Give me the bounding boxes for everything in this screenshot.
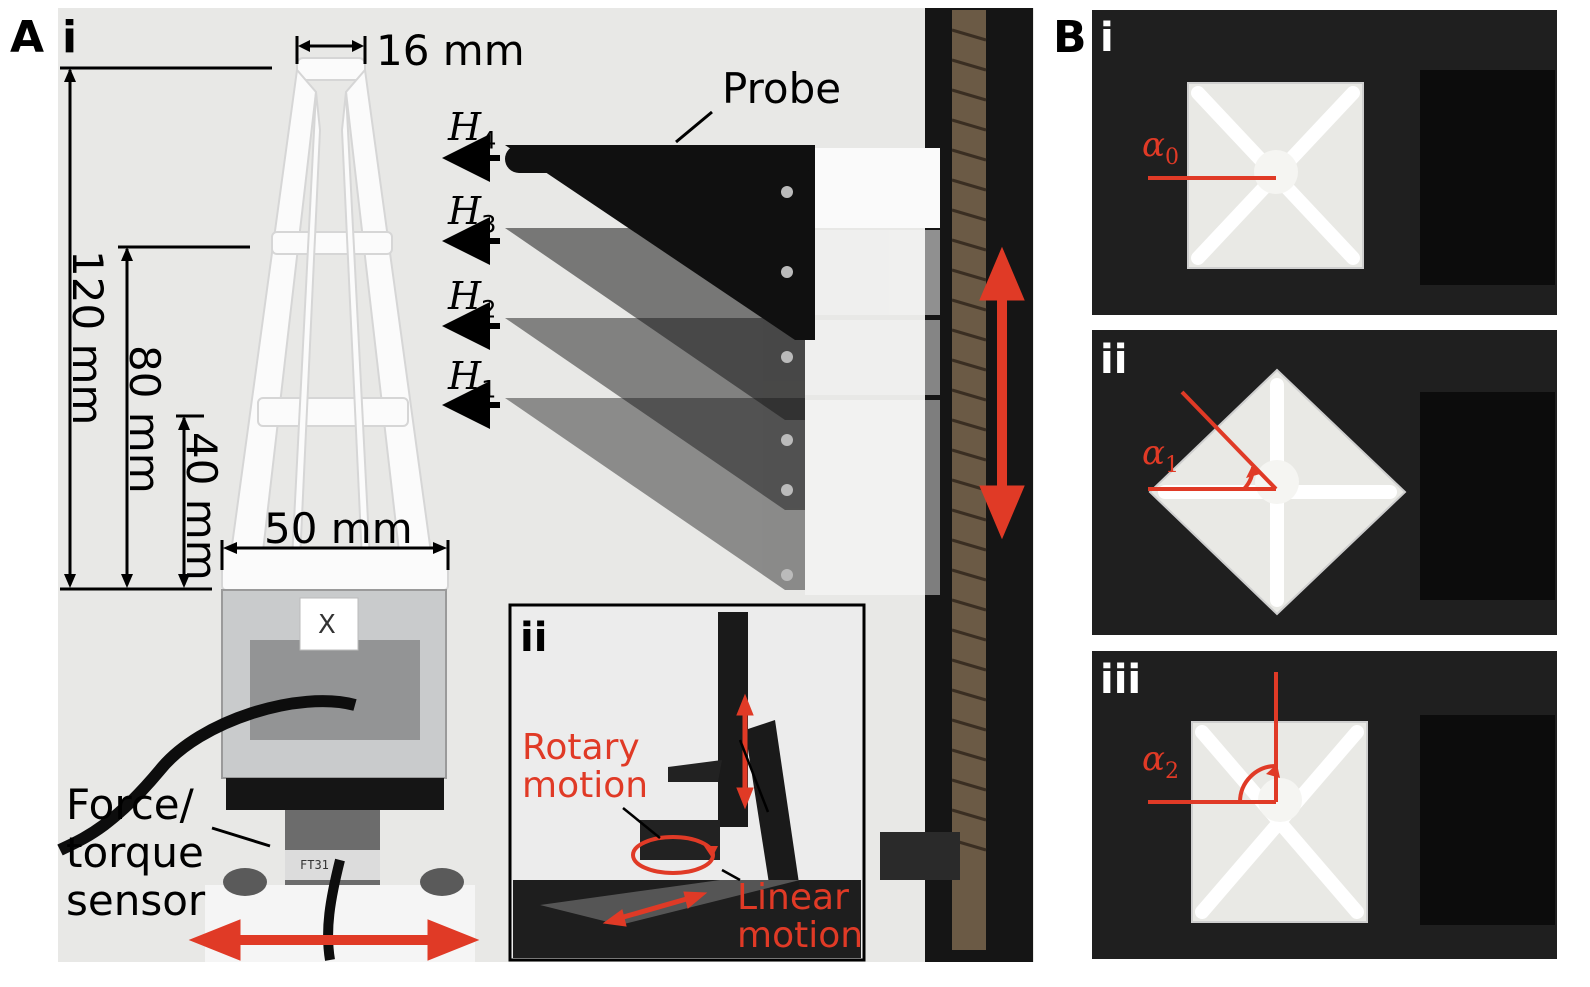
- h4-label: H4: [448, 105, 497, 155]
- inset-linear-label-1: Linear: [737, 877, 849, 918]
- sensor-label-2: torque: [66, 828, 204, 877]
- alpha1-label: α1: [1142, 433, 1179, 478]
- inset-ii-label: ii: [520, 615, 548, 661]
- dim-120mm: 120 mm: [63, 250, 112, 426]
- alpha0-label: α0: [1142, 125, 1179, 170]
- probe-h4: [505, 145, 940, 581]
- panel-b-ii-label: ii: [1100, 337, 1128, 383]
- dim-50mm: 50 mm: [264, 504, 413, 553]
- alpha2-label: α2: [1142, 739, 1179, 784]
- inset-rotary-label-1: Rotary: [522, 727, 640, 768]
- dim-80mm: 80 mm: [120, 345, 169, 494]
- panel-b-iii-label: iii: [1100, 657, 1142, 703]
- linear-stage-rail: [880, 8, 1033, 962]
- panel-b-label: B: [1053, 12, 1087, 63]
- panel-a-sub-i: i: [62, 12, 78, 63]
- inset-linear-arrow-h: [602, 891, 708, 927]
- sensor-label-1: Force/: [66, 780, 194, 829]
- mount-block: [205, 589, 475, 962]
- dim-40mm: 40 mm: [177, 432, 226, 581]
- panel-b-i-label: i: [1100, 15, 1114, 61]
- inset-rotary-label-2: motion: [522, 765, 649, 806]
- lattice-specimen: [221, 57, 449, 591]
- panel-b-row-iii: [1092, 651, 1557, 959]
- panel-b-row-ii: [1092, 330, 1557, 635]
- vertical-motion-arrow: [979, 246, 1025, 540]
- horizontal-motion-arrow: [188, 919, 480, 961]
- sensor-label-3: sensor: [66, 876, 206, 925]
- plate-mark: X: [318, 610, 336, 640]
- inset-linear-label-2: motion: [737, 915, 864, 956]
- h1-label: H1: [448, 354, 497, 404]
- h2-label: H2: [448, 274, 497, 324]
- h3-label: H3: [448, 189, 497, 239]
- panel-a-label: A: [10, 12, 45, 63]
- panel-b-row-i: [1092, 10, 1557, 315]
- probe-label: Probe: [722, 64, 842, 113]
- dim-16mm: 16 mm: [376, 26, 525, 75]
- sensor-code: FT31: [300, 858, 329, 872]
